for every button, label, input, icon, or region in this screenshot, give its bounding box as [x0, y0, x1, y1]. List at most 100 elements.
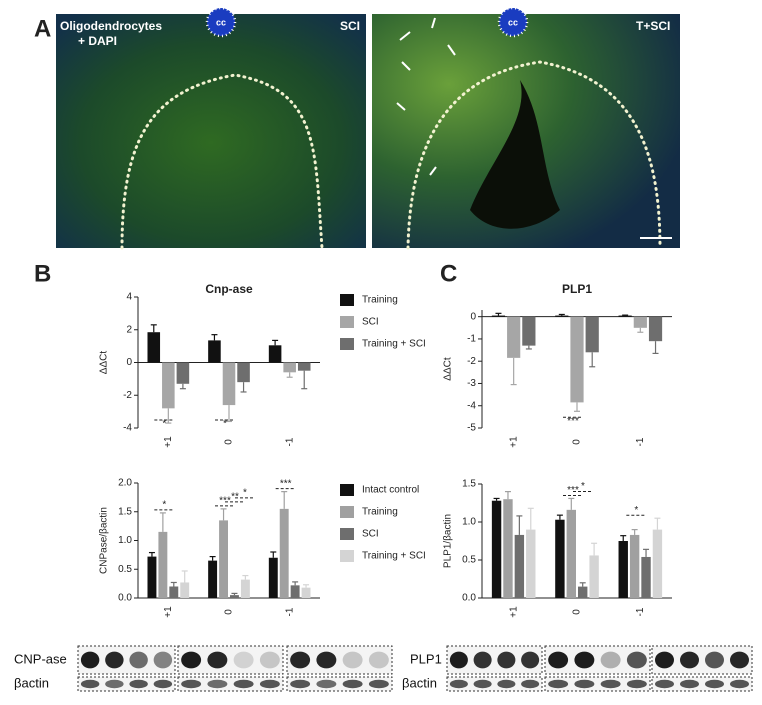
blot-band	[207, 651, 228, 669]
y-tick-label: 2	[126, 324, 132, 335]
error-bar	[510, 357, 517, 386]
bar	[297, 362, 311, 371]
blot-band	[497, 651, 516, 669]
chart-title: Cnp-ase	[205, 282, 253, 296]
y-tick-label: 0	[126, 357, 132, 368]
blot-band	[497, 679, 516, 689]
y-tick-label: -5	[467, 423, 476, 434]
bar	[503, 499, 513, 598]
error-bar	[495, 312, 502, 316]
bar	[522, 316, 536, 346]
error-bar	[226, 405, 232, 423]
blot-band	[259, 679, 280, 689]
bar	[652, 529, 663, 598]
y-axis-label: CNPase/βactin	[99, 507, 110, 574]
blot-band	[626, 679, 647, 689]
significance-label: *	[243, 488, 247, 499]
error-bar	[242, 574, 249, 580]
error-bar	[165, 408, 172, 424]
y-tick-label: 1.5	[118, 506, 132, 517]
blot-band	[129, 679, 148, 689]
legend-label: Training	[362, 507, 398, 518]
x-tick-label: -1	[284, 607, 295, 616]
error-bar	[527, 507, 534, 530]
legend-swatch	[340, 528, 354, 540]
error-bar	[148, 551, 155, 557]
lesion	[470, 80, 560, 229]
legend-swatch	[340, 338, 354, 350]
arrows	[396, 17, 456, 176]
legend-swatch	[340, 294, 354, 306]
error-bar	[281, 491, 288, 509]
x-tick-label: 0	[224, 609, 235, 615]
error-bar	[272, 339, 279, 346]
bar	[162, 362, 175, 409]
y-tick-label: 1.0	[462, 517, 476, 528]
legend-label: Intact control	[362, 485, 419, 496]
x-tick-label: 0	[224, 439, 235, 445]
blot-band	[655, 679, 674, 689]
y-tick-label: 1.0	[118, 535, 132, 546]
significance-label: *	[162, 500, 166, 511]
error-bar	[504, 491, 511, 500]
legend-label: Training + SCI	[362, 551, 426, 562]
bar	[578, 586, 588, 598]
blot-band	[680, 651, 699, 669]
bar	[648, 316, 663, 342]
bar	[147, 332, 161, 363]
significance-label: ***	[280, 478, 292, 489]
bar	[507, 316, 521, 358]
error-bar	[286, 372, 293, 378]
bar	[208, 560, 218, 598]
error-bar	[179, 383, 186, 390]
blot-band	[290, 651, 311, 669]
significance-label: ***	[219, 496, 231, 507]
bar	[618, 315, 632, 317]
x-tick-label: +1	[508, 606, 519, 618]
error-bar	[558, 313, 565, 316]
blot-label: βactin	[14, 675, 49, 690]
region-label: cc	[508, 17, 518, 27]
blot-band	[548, 651, 569, 669]
x-tick-label: -1	[635, 437, 646, 446]
legend-swatch	[340, 316, 354, 328]
blot-band	[730, 651, 749, 669]
bar	[169, 586, 179, 598]
blot-band	[730, 679, 749, 689]
bar	[585, 316, 599, 353]
blot-band	[153, 651, 173, 669]
bar	[268, 345, 282, 363]
x-tick-label: +1	[163, 606, 174, 618]
blot-band	[680, 679, 699, 689]
blot-band	[105, 651, 124, 669]
bar	[301, 587, 311, 598]
blot-band	[316, 651, 337, 669]
bar	[290, 585, 300, 598]
blot-band	[342, 651, 363, 669]
error-bar	[301, 370, 308, 390]
bar	[268, 557, 278, 598]
blot-band	[521, 679, 540, 689]
blot-band	[259, 651, 280, 669]
significance-label: *	[634, 505, 638, 516]
blot-band	[626, 651, 647, 669]
error-bar	[652, 341, 659, 355]
blot-band	[290, 679, 311, 689]
bar	[555, 519, 565, 598]
error-bar	[654, 517, 661, 530]
bar	[208, 340, 221, 363]
y-tick-label: -4	[467, 400, 476, 411]
bar	[219, 520, 228, 598]
y-tick-label: 0.5	[462, 555, 476, 566]
blot-frame	[544, 676, 651, 692]
y-tick-label: 2.0	[118, 478, 132, 489]
significance-label: ***	[567, 485, 579, 496]
bar	[570, 316, 584, 403]
x-tick-label: -1	[635, 607, 646, 616]
blot-band	[80, 679, 100, 689]
y-tick-label: -1	[467, 334, 476, 345]
blot-band	[574, 679, 595, 689]
bar	[237, 362, 250, 383]
gray-matter-outline	[120, 73, 324, 250]
